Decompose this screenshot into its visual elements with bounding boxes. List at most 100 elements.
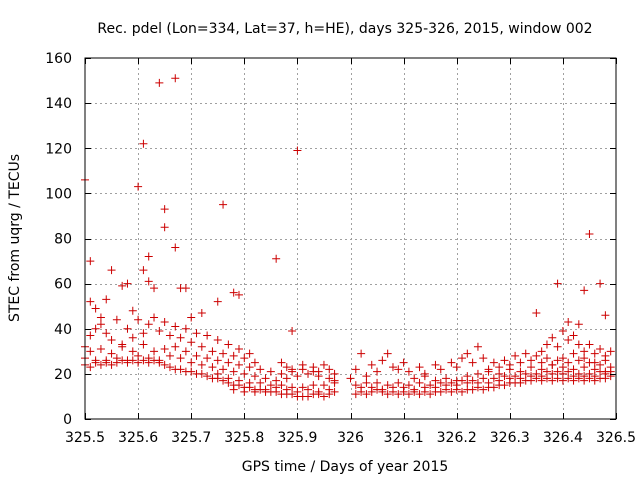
data-point	[155, 327, 164, 336]
data-point	[298, 383, 307, 392]
data-point	[213, 297, 222, 306]
data-point	[314, 387, 323, 396]
data-point	[250, 372, 259, 381]
data-point	[139, 356, 148, 365]
y-tick-label: 40	[54, 322, 72, 338]
data-point	[505, 365, 514, 374]
data-point	[123, 279, 132, 288]
data-point	[580, 363, 589, 372]
data-point	[240, 354, 249, 363]
y-tick-labels: 0 20 40 60 80 100 120 140 160	[45, 51, 72, 428]
data-point	[399, 383, 408, 392]
data-point	[537, 372, 546, 381]
data-point	[128, 306, 137, 315]
x-tick-label: 326.3	[490, 430, 530, 446]
data-point	[452, 363, 461, 372]
data-point	[139, 139, 148, 148]
data-point	[585, 229, 594, 238]
data-point	[234, 290, 243, 299]
data-point	[442, 374, 451, 383]
y-tick-label: 80	[54, 232, 72, 248]
data-point	[553, 279, 562, 288]
data-point	[388, 363, 397, 372]
data-point	[213, 336, 222, 345]
data-point	[293, 372, 302, 381]
data-point	[107, 349, 116, 358]
data-point	[373, 367, 382, 376]
data-point	[229, 367, 238, 376]
data-point	[468, 385, 477, 394]
data-point	[187, 338, 196, 347]
data-point	[590, 358, 599, 367]
data-point	[495, 376, 504, 385]
data-point	[410, 385, 419, 394]
data-point	[288, 327, 297, 336]
data-point	[415, 390, 424, 399]
data-point	[181, 347, 190, 356]
y-axis-label: STEC from uqrg / TECUs	[7, 154, 23, 322]
data-point	[224, 340, 233, 349]
data-point	[479, 374, 488, 383]
data-point	[150, 347, 159, 356]
data-point	[165, 331, 174, 340]
x-tick-label: 326	[337, 430, 364, 446]
data-point	[484, 367, 493, 376]
data-point	[234, 376, 243, 385]
data-point	[123, 324, 132, 333]
x-tick-label: 326.1	[384, 430, 424, 446]
data-point	[197, 342, 206, 351]
data-point	[394, 365, 403, 374]
data-point	[553, 374, 562, 383]
y-tick-label: 100	[45, 186, 72, 202]
data-point	[590, 372, 599, 381]
data-point	[96, 345, 105, 354]
data-point	[86, 297, 95, 306]
data-point	[160, 360, 169, 369]
chart-title: Rec. pdel (Lon=334, Lat=37, h=HE), days …	[97, 21, 592, 37]
data-point	[362, 372, 371, 381]
data-point	[197, 308, 206, 317]
data-point	[532, 351, 541, 360]
data-points	[81, 74, 615, 401]
data-point	[500, 356, 509, 365]
data-point	[388, 383, 397, 392]
data-point	[107, 266, 116, 275]
data-point	[468, 376, 477, 385]
x-tick-label: 326.5	[596, 430, 636, 446]
data-point	[564, 367, 573, 376]
data-point	[580, 354, 589, 363]
data-point	[107, 336, 116, 345]
data-point	[330, 387, 339, 396]
data-point	[272, 254, 281, 263]
data-point	[495, 369, 504, 378]
data-point	[378, 385, 387, 394]
data-point	[542, 374, 551, 383]
data-point	[91, 358, 100, 367]
data-point	[537, 347, 546, 356]
data-point	[373, 378, 382, 387]
data-point	[208, 363, 217, 372]
data-point	[564, 374, 573, 383]
data-point	[155, 358, 164, 367]
data-point	[516, 374, 525, 383]
data-point	[420, 383, 429, 392]
data-point	[144, 252, 153, 261]
data-point	[362, 378, 371, 387]
data-point	[319, 360, 328, 369]
data-point	[240, 387, 249, 396]
data-point	[139, 340, 148, 349]
data-point	[272, 383, 281, 392]
data-point	[537, 358, 546, 367]
x-tick-label: 325.7	[171, 430, 211, 446]
data-point	[91, 304, 100, 313]
data-point	[96, 360, 105, 369]
data-point	[569, 349, 578, 358]
data-point	[500, 381, 509, 390]
data-point	[288, 390, 297, 399]
x-tick-label: 325.8	[224, 430, 264, 446]
data-point	[187, 313, 196, 322]
data-point	[590, 365, 599, 374]
data-point	[86, 257, 95, 266]
data-point	[219, 200, 228, 209]
